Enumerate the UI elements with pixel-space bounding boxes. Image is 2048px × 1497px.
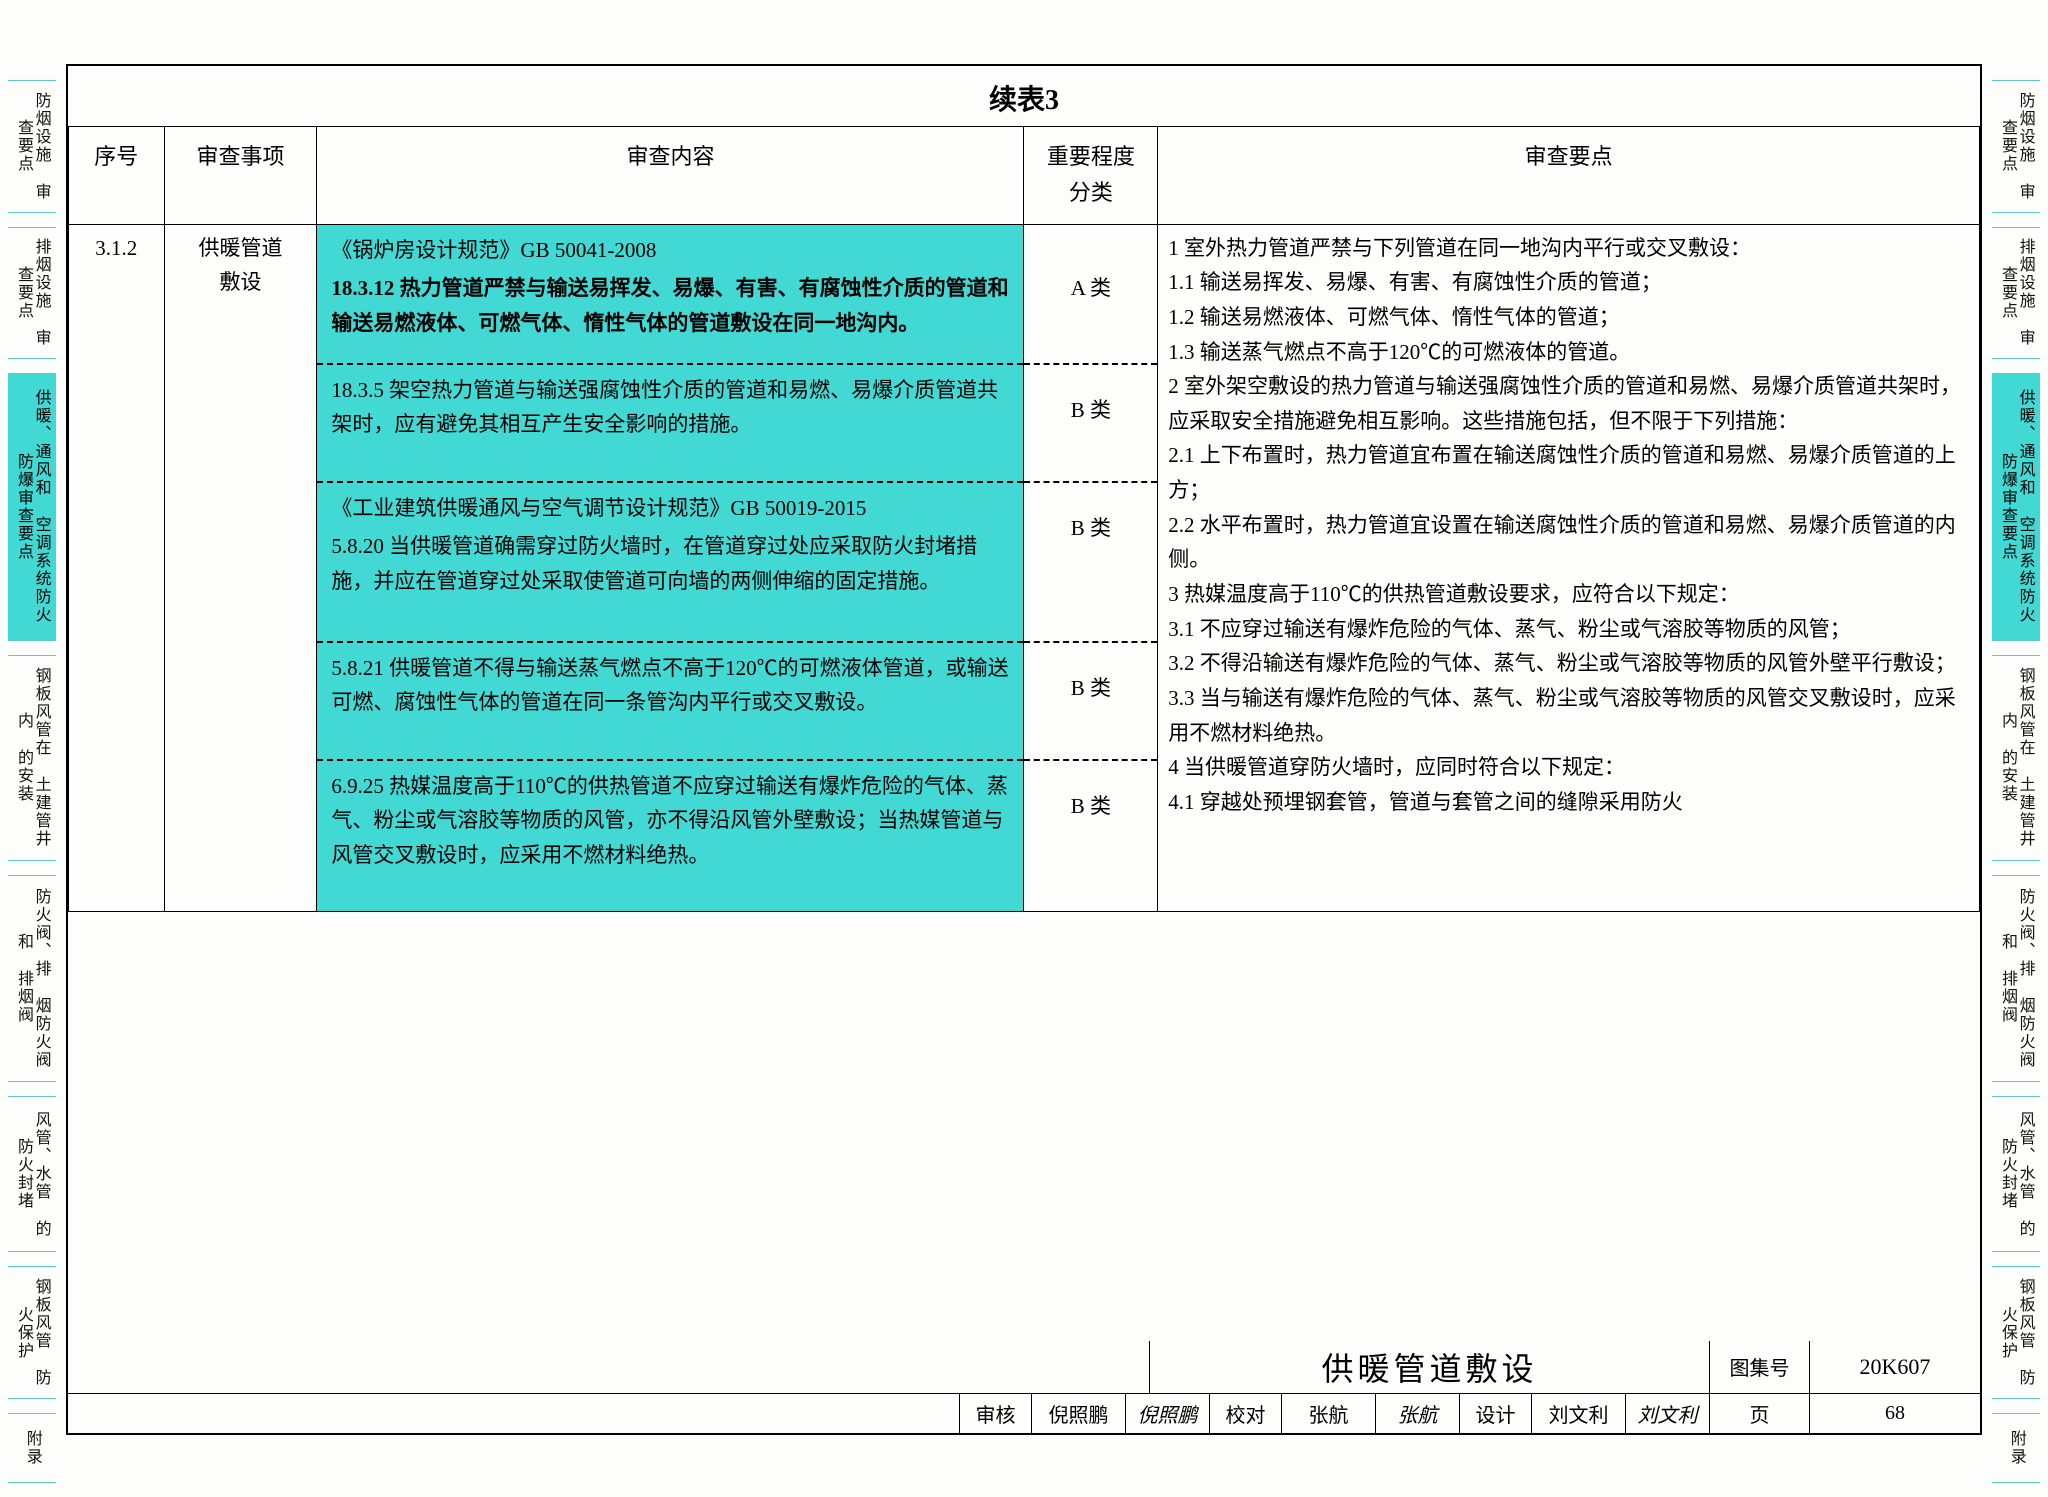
drawing-frame: 续表3 序号 审查事项 审查内容 重要程度 分类 审查要点 3.1.2 供暖管道… [66,64,1982,1435]
tab-hvac-fire[interactable]: 供暖、通风和 空调系统防火 防爆审查要点 [8,373,56,641]
cell-class: A 类B 类B 类B 类B 类 [1024,224,1158,911]
rtab-6[interactable]: 钢板风管 防火保护 [1992,1266,2040,1399]
page-value: 68 [1810,1394,1980,1433]
cell-points: 1 室外热力管道严禁与下列管道在同一地沟内平行或交叉敷设： 1.1 输送易挥发、… [1158,224,1980,911]
lbl-design: 设计 [1460,1394,1532,1433]
class-segment: B 类 [1024,761,1157,911]
tab-smoke-exhaust[interactable]: 排烟设施 审查要点 [8,227,56,360]
content-segment: 5.8.21 供暖管道不得与输送蒸气燃点不高于120℃的可燃液体管道，或输送可燃… [317,643,1023,761]
rtab-1[interactable]: 排烟设施 审查要点 [1992,227,2040,360]
code-label: 图集号 [1710,1341,1810,1393]
rtab-7[interactable]: 附录 [1992,1413,2040,1483]
left-tab-strip: 防烟设施 审查要点 排烟设施 审查要点 供暖、通风和 空调系统防火 防爆审查要点… [8,0,56,1497]
hdr-num: 序号 [69,127,165,225]
content-segment: 《锅炉房设计规范》GB 50041-200818.3.12 热力管道严禁与输送易… [317,225,1023,365]
content-segment: 18.3.5 架空热力管道与输送强腐蚀性介质的管道和易燃、易爆介质管道共架时，应… [317,365,1023,483]
rtab-0[interactable]: 防烟设施 审查要点 [1992,80,2040,213]
review-table: 序号 审查事项 审查内容 重要程度 分类 审查要点 3.1.2 供暖管道 敷设 … [68,126,1980,912]
class-segment: B 类 [1024,483,1157,643]
reviewer: 倪照鹏 [1032,1394,1126,1433]
cell-item: 供暖管道 敷设 [164,224,317,911]
class-segment: B 类 [1024,365,1157,483]
class-segment: A 类 [1024,225,1157,365]
right-tab-strip: 防烟设施 审查要点 排烟设施 审查要点 供暖、通风和 空调系统防火 防爆审查要点… [1992,0,2040,1497]
checker-sig: 张航 [1376,1394,1460,1433]
designer: 刘文利 [1532,1394,1626,1433]
lbl-review: 审核 [960,1394,1032,1433]
table-title: 续表3 [68,66,1980,126]
content-segment: 《工业建筑供暖通风与空气调节设计规范》GB 50019-20155.8.20 当… [317,483,1023,643]
page-label: 页 [1710,1394,1810,1433]
checker: 张航 [1282,1394,1376,1433]
lbl-check: 校对 [1210,1394,1282,1433]
tab-smoke-prevent[interactable]: 防烟设施 审查要点 [8,80,56,213]
code-value: 20K607 [1810,1341,1980,1393]
rtab-3[interactable]: 钢板风管在 土建管井内 的安装 [1992,655,2040,861]
rtab-5[interactable]: 风管、水管 的防火封堵 [1992,1096,2040,1253]
tab-duct-protect[interactable]: 钢板风管 防火保护 [8,1266,56,1399]
designer-sig: 刘文利 [1626,1394,1710,1433]
rtab-4[interactable]: 防火阀、排 烟防火阀和 排烟阀 [1992,875,2040,1081]
reviewer-sig: 倪照鹏 [1126,1394,1210,1433]
tab-fire-damper[interactable]: 防火阀、排 烟防火阀和 排烟阀 [8,875,56,1081]
hdr-item: 审查事项 [164,127,317,225]
cell-content: 《锅炉房设计规范》GB 50041-200818.3.12 热力管道严禁与输送易… [317,224,1024,911]
hdr-class: 重要程度 分类 [1024,127,1158,225]
class-segment: B 类 [1024,643,1157,761]
cell-num: 3.1.2 [69,224,165,911]
hdr-content: 审查内容 [317,127,1024,225]
content-segment: 6.9.25 热媒温度高于110℃的供热管道不应穿过输送有爆炸危险的气体、蒸气、… [317,761,1023,911]
tab-steel-duct[interactable]: 钢板风管在 土建管井内 的安装 [8,655,56,861]
title-block: 供暖管道敷设 图集号 20K607 审核 倪照鹏 倪照鹏 校对 张航 张航 设计… [66,1341,1982,1435]
drawing-name: 供暖管道敷设 [1150,1341,1710,1393]
tab-appendix[interactable]: 附录 [8,1413,56,1483]
tab-firestop[interactable]: 风管、水管 的防火封堵 [8,1096,56,1253]
hdr-points: 审查要点 [1158,127,1980,225]
rtab-2[interactable]: 供暖、通风和 空调系统防火 防爆审查要点 [1992,373,2040,641]
